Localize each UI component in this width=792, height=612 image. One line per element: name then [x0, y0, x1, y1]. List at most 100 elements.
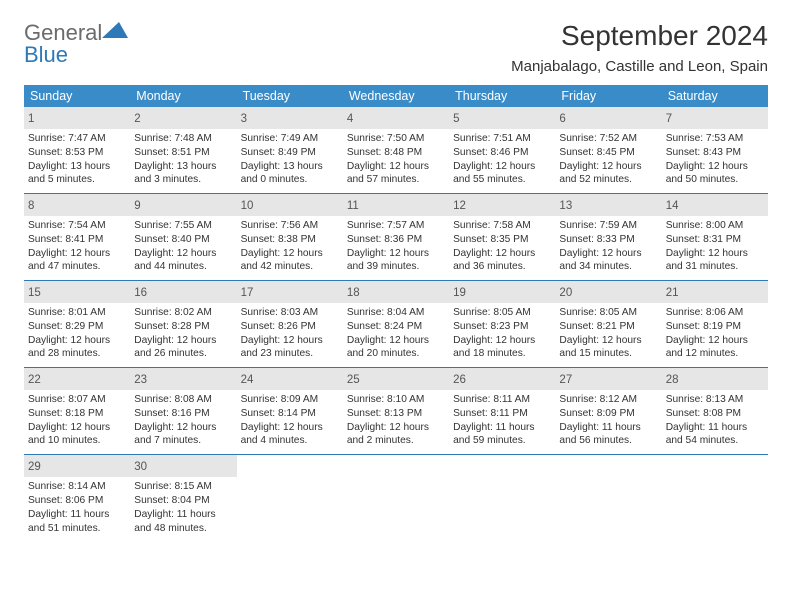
- day-number: 17: [241, 287, 254, 299]
- day-cell: 13Sunrise: 7:59 AMSunset: 8:33 PMDayligh…: [555, 194, 661, 280]
- dayname-sunday: Sunday: [24, 85, 130, 107]
- daylight-line: Daylight: 13 hours and 0 minutes.: [241, 160, 339, 188]
- logo: General Blue: [24, 20, 128, 66]
- empty-cell: [237, 455, 343, 541]
- daynum-row: 27: [555, 368, 661, 390]
- sunset-line: Sunset: 8:43 PM: [666, 146, 764, 160]
- sunrise-line: Sunrise: 8:00 AM: [666, 219, 764, 233]
- sunrise-line: Sunrise: 8:09 AM: [241, 393, 339, 407]
- day-number: 15: [28, 287, 41, 299]
- sunrise-line: Sunrise: 8:05 AM: [453, 306, 551, 320]
- day-number: 27: [559, 374, 572, 386]
- day-number: 26: [453, 374, 466, 386]
- daylight-line: Daylight: 12 hours and 20 minutes.: [347, 334, 445, 362]
- daynum-row: 19: [449, 281, 555, 303]
- day-cell: 22Sunrise: 8:07 AMSunset: 8:18 PMDayligh…: [24, 368, 130, 454]
- day-cell: 9Sunrise: 7:55 AMSunset: 8:40 PMDaylight…: [130, 194, 236, 280]
- daynum-row: 11: [343, 194, 449, 216]
- sunset-line: Sunset: 8:19 PM: [666, 320, 764, 334]
- daylight-line: Daylight: 12 hours and 57 minutes.: [347, 160, 445, 188]
- daylight-line: Daylight: 11 hours and 56 minutes.: [559, 421, 657, 449]
- daynum-row: 7: [662, 107, 768, 129]
- sunset-line: Sunset: 8:06 PM: [28, 494, 126, 508]
- daylight-line: Daylight: 12 hours and 34 minutes.: [559, 247, 657, 275]
- calendar: SundayMondayTuesdayWednesdayThursdayFrid…: [24, 85, 768, 541]
- daylight-line: Daylight: 11 hours and 54 minutes.: [666, 421, 764, 449]
- location: Manjabalago, Castille and Leon, Spain: [511, 58, 768, 75]
- sunrise-line: Sunrise: 7:49 AM: [241, 132, 339, 146]
- sunset-line: Sunset: 8:11 PM: [453, 407, 551, 421]
- sunrise-line: Sunrise: 8:15 AM: [134, 480, 232, 494]
- day-number: 22: [28, 374, 41, 386]
- day-number: 24: [241, 374, 254, 386]
- sunset-line: Sunset: 8:24 PM: [347, 320, 445, 334]
- logo-part2: Blue: [24, 42, 68, 67]
- day-number: 28: [666, 374, 679, 386]
- day-number: 10: [241, 200, 254, 212]
- week-row: 1Sunrise: 7:47 AMSunset: 8:53 PMDaylight…: [24, 107, 768, 194]
- sunrise-line: Sunrise: 8:05 AM: [559, 306, 657, 320]
- daylight-line: Daylight: 12 hours and 50 minutes.: [666, 160, 764, 188]
- dayname-row: SundayMondayTuesdayWednesdayThursdayFrid…: [24, 85, 768, 107]
- title-block: September 2024 Manjabalago, Castille and…: [511, 20, 768, 75]
- dayname-monday: Monday: [130, 85, 236, 107]
- sunrise-line: Sunrise: 8:14 AM: [28, 480, 126, 494]
- week-row: 8Sunrise: 7:54 AMSunset: 8:41 PMDaylight…: [24, 194, 768, 281]
- month-title: September 2024: [511, 20, 768, 52]
- daylight-line: Daylight: 12 hours and 10 minutes.: [28, 421, 126, 449]
- day-number: 21: [666, 287, 679, 299]
- sunset-line: Sunset: 8:33 PM: [559, 233, 657, 247]
- day-number: 16: [134, 287, 147, 299]
- day-cell: 5Sunrise: 7:51 AMSunset: 8:46 PMDaylight…: [449, 107, 555, 193]
- sunrise-line: Sunrise: 8:03 AM: [241, 306, 339, 320]
- daylight-line: Daylight: 12 hours and 2 minutes.: [347, 421, 445, 449]
- daylight-line: Daylight: 12 hours and 26 minutes.: [134, 334, 232, 362]
- sunrise-line: Sunrise: 8:12 AM: [559, 393, 657, 407]
- sunset-line: Sunset: 8:40 PM: [134, 233, 232, 247]
- day-cell: 7 Sunrise: 7:53 AMSunset: 8:43 PMDaylight…: [662, 107, 768, 193]
- week-row: 15Sunrise: 8:01 AMSunset: 8:29 PMDayligh…: [24, 281, 768, 368]
- day-cell: 19Sunrise: 8:05 AMSunset: 8:23 PMDayligh…: [449, 281, 555, 367]
- day-cell: 12Sunrise: 7:58 AMSunset: 8:35 PMDayligh…: [449, 194, 555, 280]
- daylight-line: Daylight: 12 hours and 7 minutes.: [134, 421, 232, 449]
- sunrise-line: Sunrise: 8:04 AM: [347, 306, 445, 320]
- day-cell: 16Sunrise: 8:02 AMSunset: 8:28 PMDayligh…: [130, 281, 236, 367]
- sunrise-line: Sunrise: 8:10 AM: [347, 393, 445, 407]
- sunset-line: Sunset: 8:48 PM: [347, 146, 445, 160]
- day-cell: 3Sunrise: 7:49 AMSunset: 8:49 PMDaylight…: [237, 107, 343, 193]
- daylight-line: Daylight: 12 hours and 39 minutes.: [347, 247, 445, 275]
- day-cell: 10Sunrise: 7:56 AMSunset: 8:38 PMDayligh…: [237, 194, 343, 280]
- daynum-row: 23: [130, 368, 236, 390]
- day-number: 1: [28, 113, 34, 125]
- day-number: 20: [559, 287, 572, 299]
- sunset-line: Sunset: 8:45 PM: [559, 146, 657, 160]
- daylight-line: Daylight: 11 hours and 51 minutes.: [28, 508, 126, 536]
- sunrise-line: Sunrise: 8:08 AM: [134, 393, 232, 407]
- sunset-line: Sunset: 8:51 PM: [134, 146, 232, 160]
- daynum-row: 14: [662, 194, 768, 216]
- sunrise-line: Sunrise: 7:51 AM: [453, 132, 551, 146]
- daynum-row: 29: [24, 455, 130, 477]
- dayname-friday: Friday: [555, 85, 661, 107]
- dayname-tuesday: Tuesday: [237, 85, 343, 107]
- daylight-line: Daylight: 12 hours and 47 minutes.: [28, 247, 126, 275]
- daynum-row: 22: [24, 368, 130, 390]
- day-cell: 21Sunrise: 8:06 AMSunset: 8:19 PMDayligh…: [662, 281, 768, 367]
- sunset-line: Sunset: 8:23 PM: [453, 320, 551, 334]
- day-number: 7: [666, 113, 672, 125]
- daynum-row: 12: [449, 194, 555, 216]
- daylight-line: Daylight: 13 hours and 3 minutes.: [134, 160, 232, 188]
- sunset-line: Sunset: 8:16 PM: [134, 407, 232, 421]
- day-cell: 27Sunrise: 8:12 AMSunset: 8:09 PMDayligh…: [555, 368, 661, 454]
- day-number: 25: [347, 374, 360, 386]
- day-cell: 14Sunrise: 8:00 AMSunset: 8:31 PMDayligh…: [662, 194, 768, 280]
- sunset-line: Sunset: 8:49 PM: [241, 146, 339, 160]
- daylight-line: Daylight: 12 hours and 15 minutes.: [559, 334, 657, 362]
- day-cell: 15Sunrise: 8:01 AMSunset: 8:29 PMDayligh…: [24, 281, 130, 367]
- day-number: 9: [134, 200, 140, 212]
- sunrise-line: Sunrise: 7:53 AM: [666, 132, 764, 146]
- day-cell: 1Sunrise: 7:47 AMSunset: 8:53 PMDaylight…: [24, 107, 130, 193]
- day-number: 23: [134, 374, 147, 386]
- daylight-line: Daylight: 12 hours and 23 minutes.: [241, 334, 339, 362]
- empty-cell: [555, 455, 661, 541]
